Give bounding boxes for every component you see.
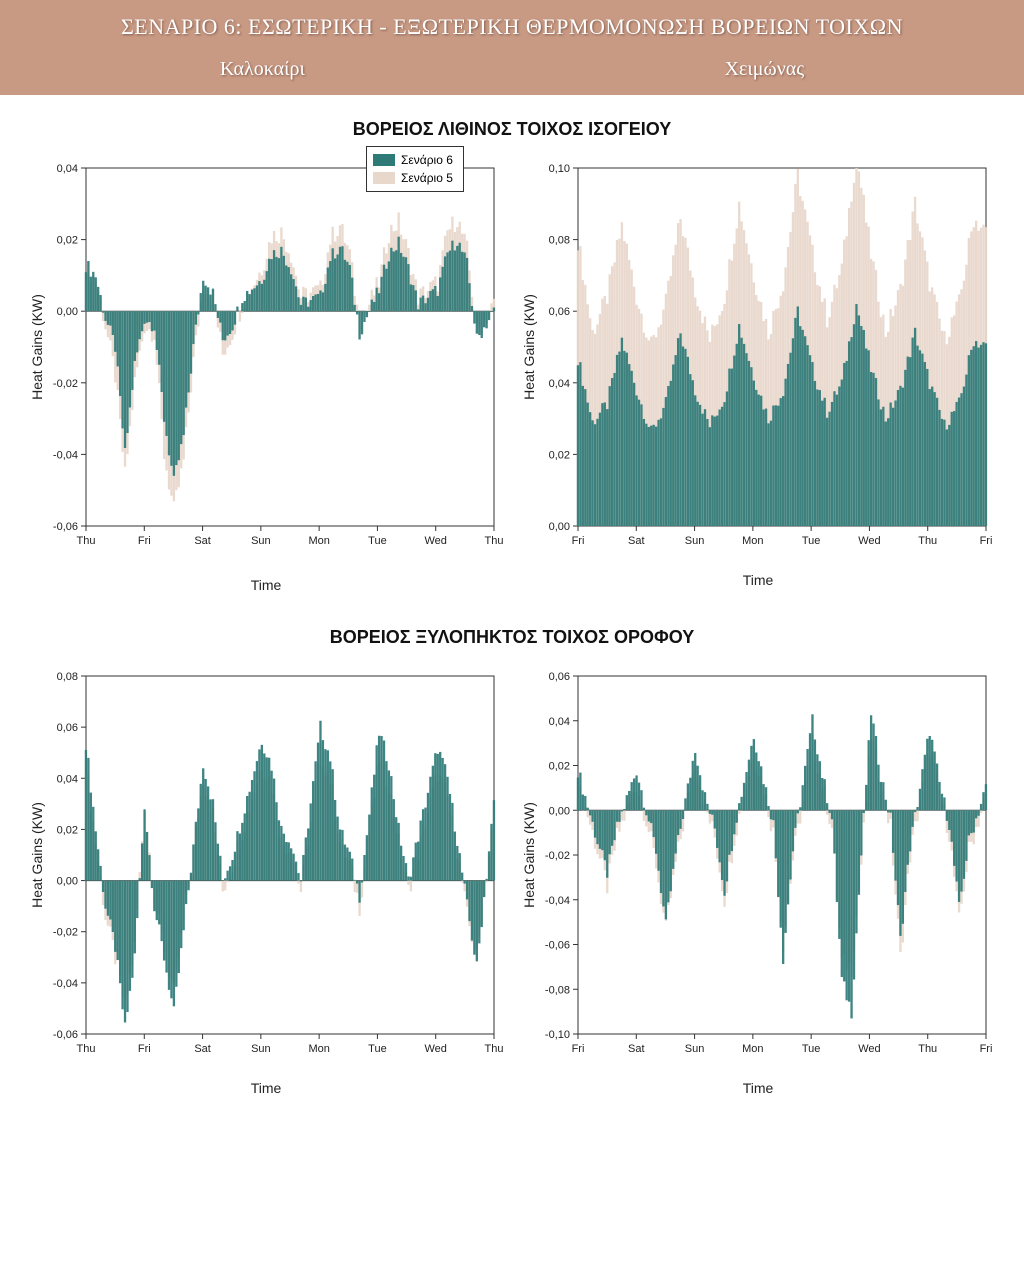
svg-text:0,02: 0,02	[549, 449, 570, 461]
svg-text:Heat Gains (KW): Heat Gains (KW)	[521, 294, 537, 400]
svg-text:0,00: 0,00	[57, 306, 78, 318]
svg-text:Sat: Sat	[194, 1043, 211, 1055]
svg-text:Tue: Tue	[802, 1043, 821, 1055]
header-banner: ΣΕΝΑΡΙΟ 6: ΕΣΩΤΕΡΙΚΗ - ΕΞΩΤΕΡΙΚΗ ΘΕΡΜΟΜΟ…	[0, 0, 1024, 95]
legend-label: Σενάριο 6	[401, 151, 453, 169]
legend-swatch	[373, 172, 395, 184]
svg-text:0,04: 0,04	[549, 716, 570, 728]
chart-s1-left-container: -0,06 -0,04 -0,02 0,00 0,02 0,04 Heat Gains (K…	[26, 146, 506, 571]
svg-text:0,06: 0,06	[549, 671, 570, 683]
svg-text:Sat: Sat	[628, 535, 645, 547]
row-1: -0,06 -0,04 -0,02 0,00 0,02 0,04 Heat Gains (K…	[0, 146, 1024, 593]
legend-item: Σενάριο 6	[373, 151, 453, 169]
chart-s1-right-wrap: 0,00 0,02 0,04 0,06 0,08 0,10 Heat Gains (KW) F…	[518, 146, 998, 593]
svg-text:-0,04: -0,04	[53, 449, 78, 461]
svg-text:0,04: 0,04	[549, 378, 570, 390]
svg-text:Sun: Sun	[251, 535, 271, 547]
svg-text:-0,02: -0,02	[53, 927, 78, 939]
row-2: -0,06 -0,04 -0,02 0,00 0,02 0,04 0,06 0,08 Heat …	[0, 654, 1024, 1096]
svg-text:Tue: Tue	[802, 535, 821, 547]
svg-text:Fri: Fri	[138, 535, 151, 547]
svg-text:Wed: Wed	[425, 535, 447, 547]
header-sub-row: Καλοκαίρι Χειμώνας	[10, 58, 1014, 81]
svg-text:0,08: 0,08	[549, 235, 570, 247]
svg-text:0,00: 0,00	[549, 521, 570, 533]
svg-text:-0,06: -0,06	[545, 940, 570, 952]
legend-box: Σενάριο 6Σενάριο 5	[366, 146, 464, 192]
legend-label: Σενάριο 5	[401, 169, 453, 187]
legend-swatch	[373, 154, 395, 166]
svg-text:-0,06: -0,06	[53, 521, 78, 533]
svg-text:Thu: Thu	[77, 535, 96, 547]
svg-text:Tue: Tue	[368, 535, 387, 547]
svg-text:0,10: 0,10	[549, 163, 570, 175]
svg-text:Sat: Sat	[628, 1043, 645, 1055]
svg-text:0,02: 0,02	[549, 761, 570, 773]
svg-text:0,00: 0,00	[57, 876, 78, 888]
chart-s2-right: -0,10 -0,08 -0,06 -0,04 -0,02 0,00 0,02 0,04 0,0…	[518, 654, 998, 1074]
svg-text:0,00: 0,00	[549, 805, 570, 817]
svg-text:-0,10: -0,10	[545, 1029, 570, 1041]
svg-text:Heat Gains (KW): Heat Gains (KW)	[29, 294, 45, 400]
svg-text:0,02: 0,02	[57, 824, 78, 836]
xlabel-s2-right: Time	[743, 1080, 774, 1096]
svg-text:Tue: Tue	[368, 1043, 387, 1055]
header-sub-left: Καλοκαίρι	[220, 58, 305, 81]
svg-text:0,08: 0,08	[57, 671, 78, 683]
section2-title: ΒΟΡΕΙΟΣ ΞΥΛΟΠΗΚΤΟΣ ΤΟΙΧΟΣ ΟΡΟΦΟΥ	[0, 627, 1024, 648]
xlabel-s2-left: Time	[251, 1080, 282, 1096]
svg-text:-0,06: -0,06	[53, 1029, 78, 1041]
svg-text:Fri: Fri	[138, 1043, 151, 1055]
svg-text:Mon: Mon	[308, 1043, 329, 1055]
svg-text:Heat Gains (KW): Heat Gains (KW)	[521, 802, 537, 908]
svg-text:Fri: Fri	[572, 1043, 585, 1055]
svg-text:Sun: Sun	[685, 1043, 705, 1055]
svg-text:-0,04: -0,04	[545, 895, 570, 907]
svg-text:Thu: Thu	[485, 1043, 504, 1055]
svg-text:0,06: 0,06	[549, 306, 570, 318]
svg-text:Thu: Thu	[918, 1043, 937, 1055]
svg-text:Thu: Thu	[918, 535, 937, 547]
chart-s2-left-wrap: -0,06 -0,04 -0,02 0,00 0,02 0,04 0,06 0,08 Heat …	[26, 654, 506, 1096]
svg-text:Wed: Wed	[858, 535, 880, 547]
svg-text:Sun: Sun	[685, 535, 705, 547]
svg-text:-0,04: -0,04	[53, 978, 78, 990]
svg-text:0,06: 0,06	[57, 722, 78, 734]
svg-text:-0,02: -0,02	[53, 378, 78, 390]
svg-text:Mon: Mon	[742, 1043, 763, 1055]
svg-text:Sat: Sat	[194, 535, 211, 547]
svg-text:Thu: Thu	[77, 1043, 96, 1055]
svg-text:Fri: Fri	[980, 1043, 993, 1055]
svg-text:Fri: Fri	[572, 535, 585, 547]
chart-s1-left: -0,06 -0,04 -0,02 0,00 0,02 0,04 Heat Gains (K…	[26, 146, 506, 566]
svg-text:0,04: 0,04	[57, 163, 78, 175]
svg-text:0,02: 0,02	[57, 235, 78, 247]
legend-item: Σενάριο 5	[373, 169, 453, 187]
chart-s2-left: -0,06 -0,04 -0,02 0,00 0,02 0,04 0,06 0,08 Heat …	[26, 654, 506, 1074]
svg-text:Heat Gains (KW): Heat Gains (KW)	[29, 802, 45, 908]
svg-text:Sun: Sun	[251, 1043, 271, 1055]
header-title: ΣΕΝΑΡΙΟ 6: ΕΣΩΤΕΡΙΚΗ - ΕΞΩΤΕΡΙΚΗ ΘΕΡΜΟΜΟ…	[10, 14, 1014, 40]
xlabel-s1-left: Time	[251, 577, 282, 593]
svg-text:-0,08: -0,08	[545, 984, 570, 996]
svg-text:Wed: Wed	[858, 1043, 880, 1055]
header-sub-right: Χειμώνας	[725, 58, 805, 81]
chart-s1-left-wrap: -0,06 -0,04 -0,02 0,00 0,02 0,04 Heat Gains (K…	[26, 146, 506, 593]
svg-text:0,04: 0,04	[57, 773, 78, 785]
svg-text:Fri: Fri	[980, 535, 993, 547]
svg-text:-0,02: -0,02	[545, 850, 570, 862]
chart-s2-right-wrap: -0,10 -0,08 -0,06 -0,04 -0,02 0,00 0,02 0,04 0,0…	[518, 654, 998, 1096]
svg-text:Mon: Mon	[742, 535, 763, 547]
xlabel-s1-right: Time	[743, 572, 774, 588]
svg-text:Mon: Mon	[308, 535, 329, 547]
section1-title: ΒΟΡΕΙΟΣ ΛΙΘΙΝΟΣ ΤΟΙΧΟΣ ΙΣΟΓΕΙΟΥ	[0, 119, 1024, 140]
svg-text:Wed: Wed	[425, 1043, 447, 1055]
chart-s1-right: 0,00 0,02 0,04 0,06 0,08 0,10 Heat Gains (KW) F…	[518, 146, 998, 566]
svg-text:Thu: Thu	[485, 535, 504, 547]
